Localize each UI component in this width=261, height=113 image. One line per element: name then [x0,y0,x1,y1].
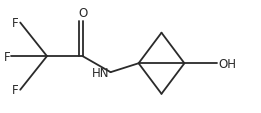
Text: F: F [12,84,19,96]
Text: OH: OH [219,57,237,70]
Text: F: F [3,50,10,63]
Text: HN: HN [92,66,109,79]
Text: O: O [78,7,87,20]
Text: F: F [12,17,19,30]
